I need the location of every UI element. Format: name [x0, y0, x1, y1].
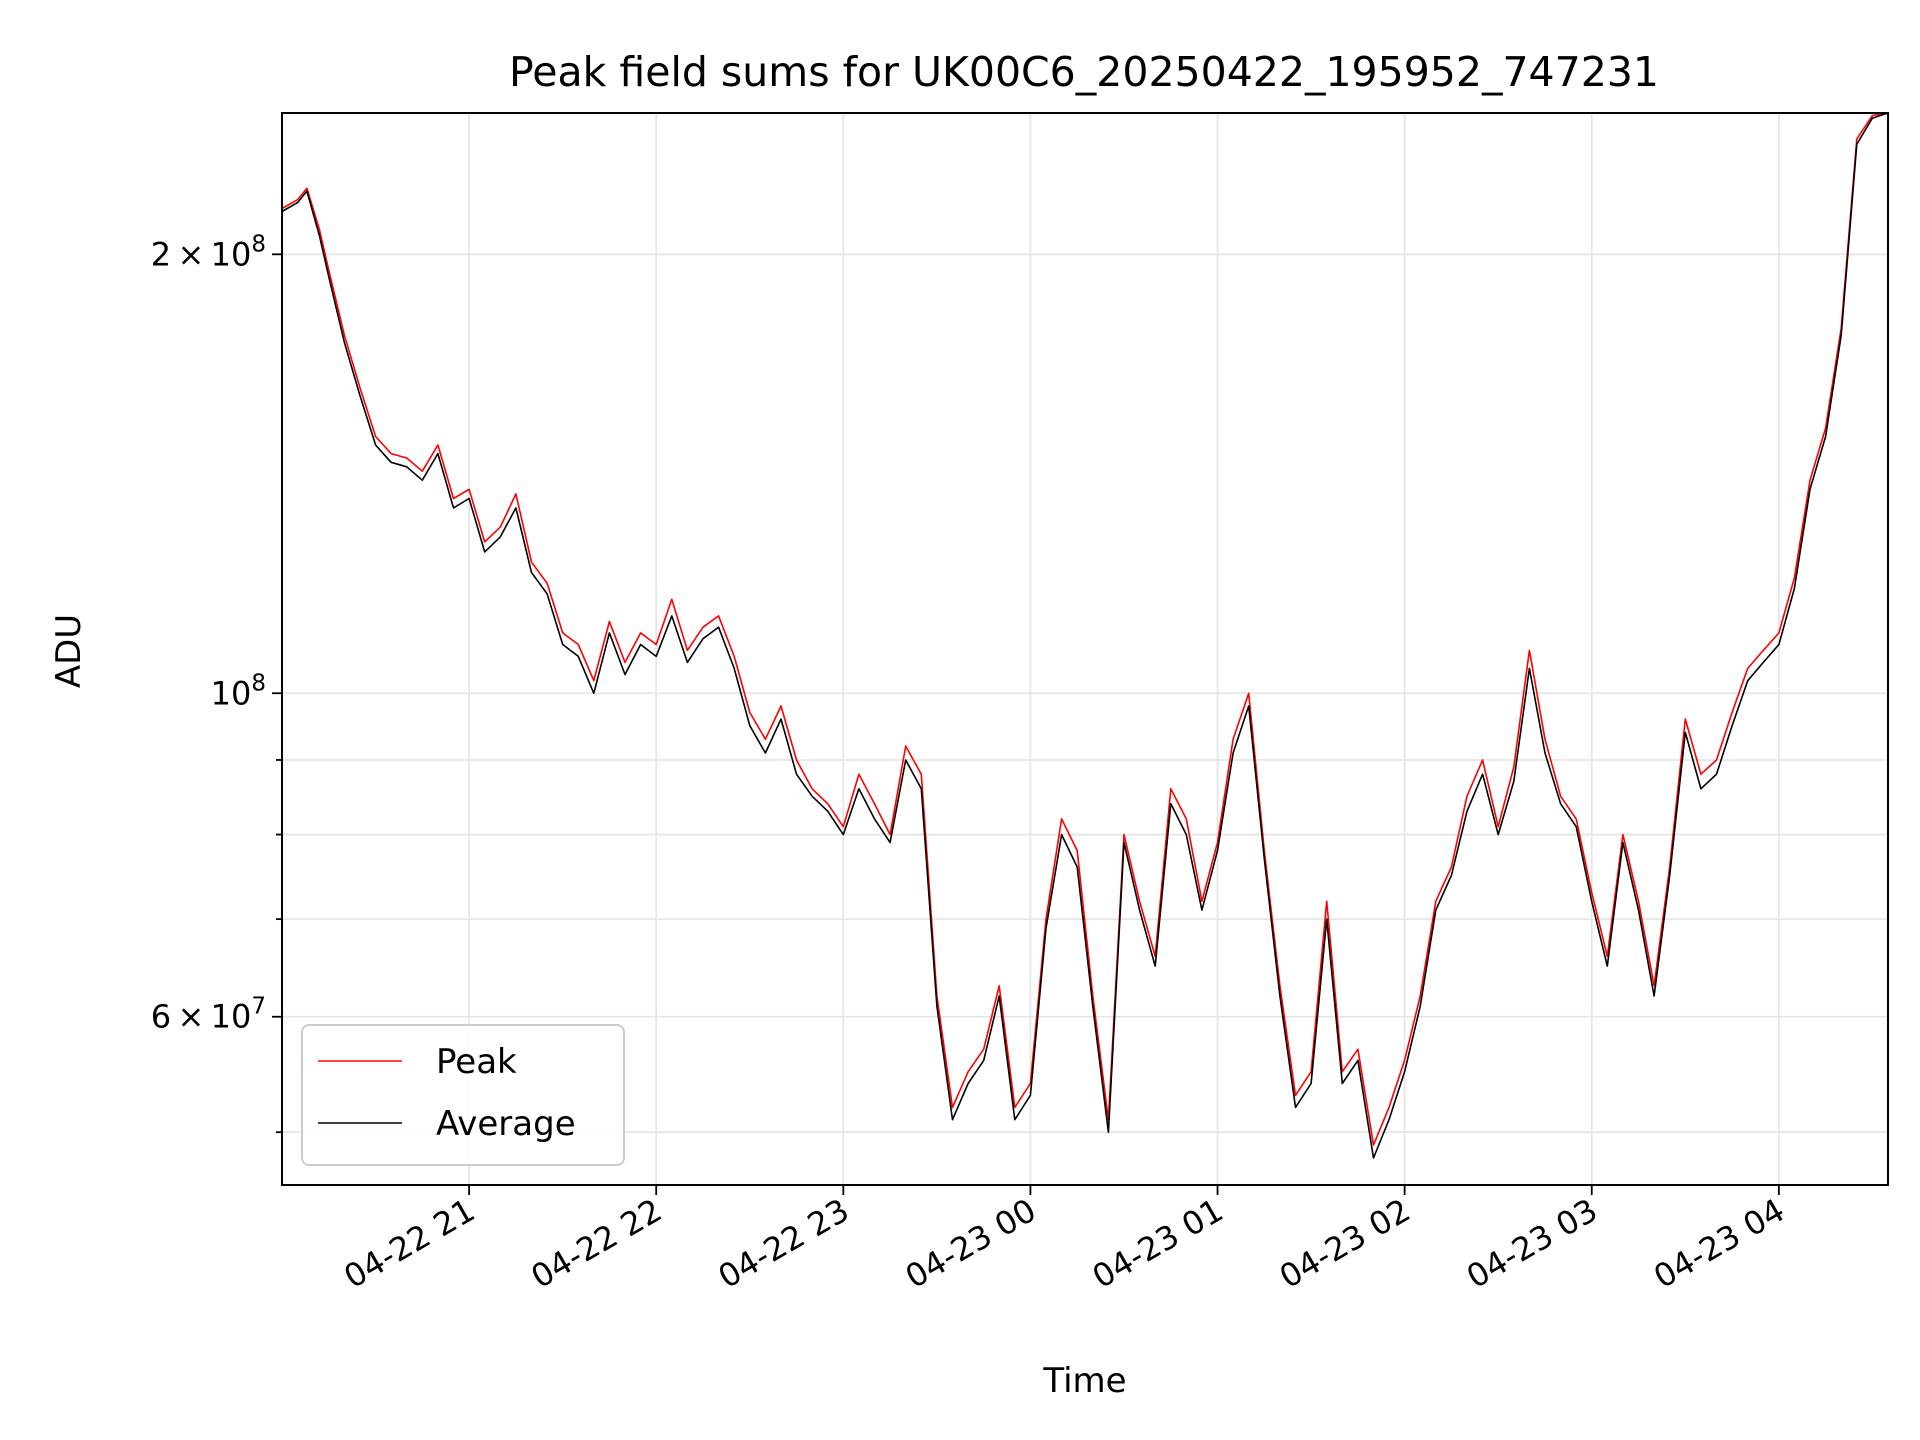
- plot-frame: [281, 112, 1889, 1186]
- y-tick-label: 108: [211, 670, 266, 712]
- series-line-average: [281, 112, 1889, 1159]
- grid: [282, 113, 1888, 1185]
- y-axis-label: ADU: [49, 614, 89, 688]
- y-tick-label: 2 × 108: [151, 231, 266, 273]
- legend-label-average: Average: [436, 1104, 576, 1144]
- x-tick-label: 04-23 01: [1086, 1191, 1230, 1296]
- x-tick-label: 04-23 00: [899, 1191, 1043, 1296]
- x-axis-label: Time: [1042, 1361, 1126, 1401]
- series-layer: [281, 112, 1889, 1159]
- legend: Peak Average: [301, 1024, 625, 1166]
- series-line-peak: [281, 112, 1889, 1146]
- chart-title: Peak field sums for UK00C6_20250422_1959…: [509, 48, 1659, 96]
- x-tick-label: 04-23 02: [1273, 1191, 1417, 1296]
- x-tick-label: 04-22 21: [338, 1191, 482, 1296]
- legend-label-peak: Peak: [436, 1042, 517, 1082]
- x-tick-label: 04-22 23: [712, 1191, 856, 1296]
- x-tick-label: 04-23 03: [1460, 1191, 1604, 1296]
- legend-box: [301, 1024, 625, 1166]
- y-tick-label: 6 × 107: [151, 994, 266, 1036]
- x-tick-label: 04-23 04: [1647, 1191, 1791, 1296]
- x-tick-label: 04-22 22: [525, 1191, 669, 1296]
